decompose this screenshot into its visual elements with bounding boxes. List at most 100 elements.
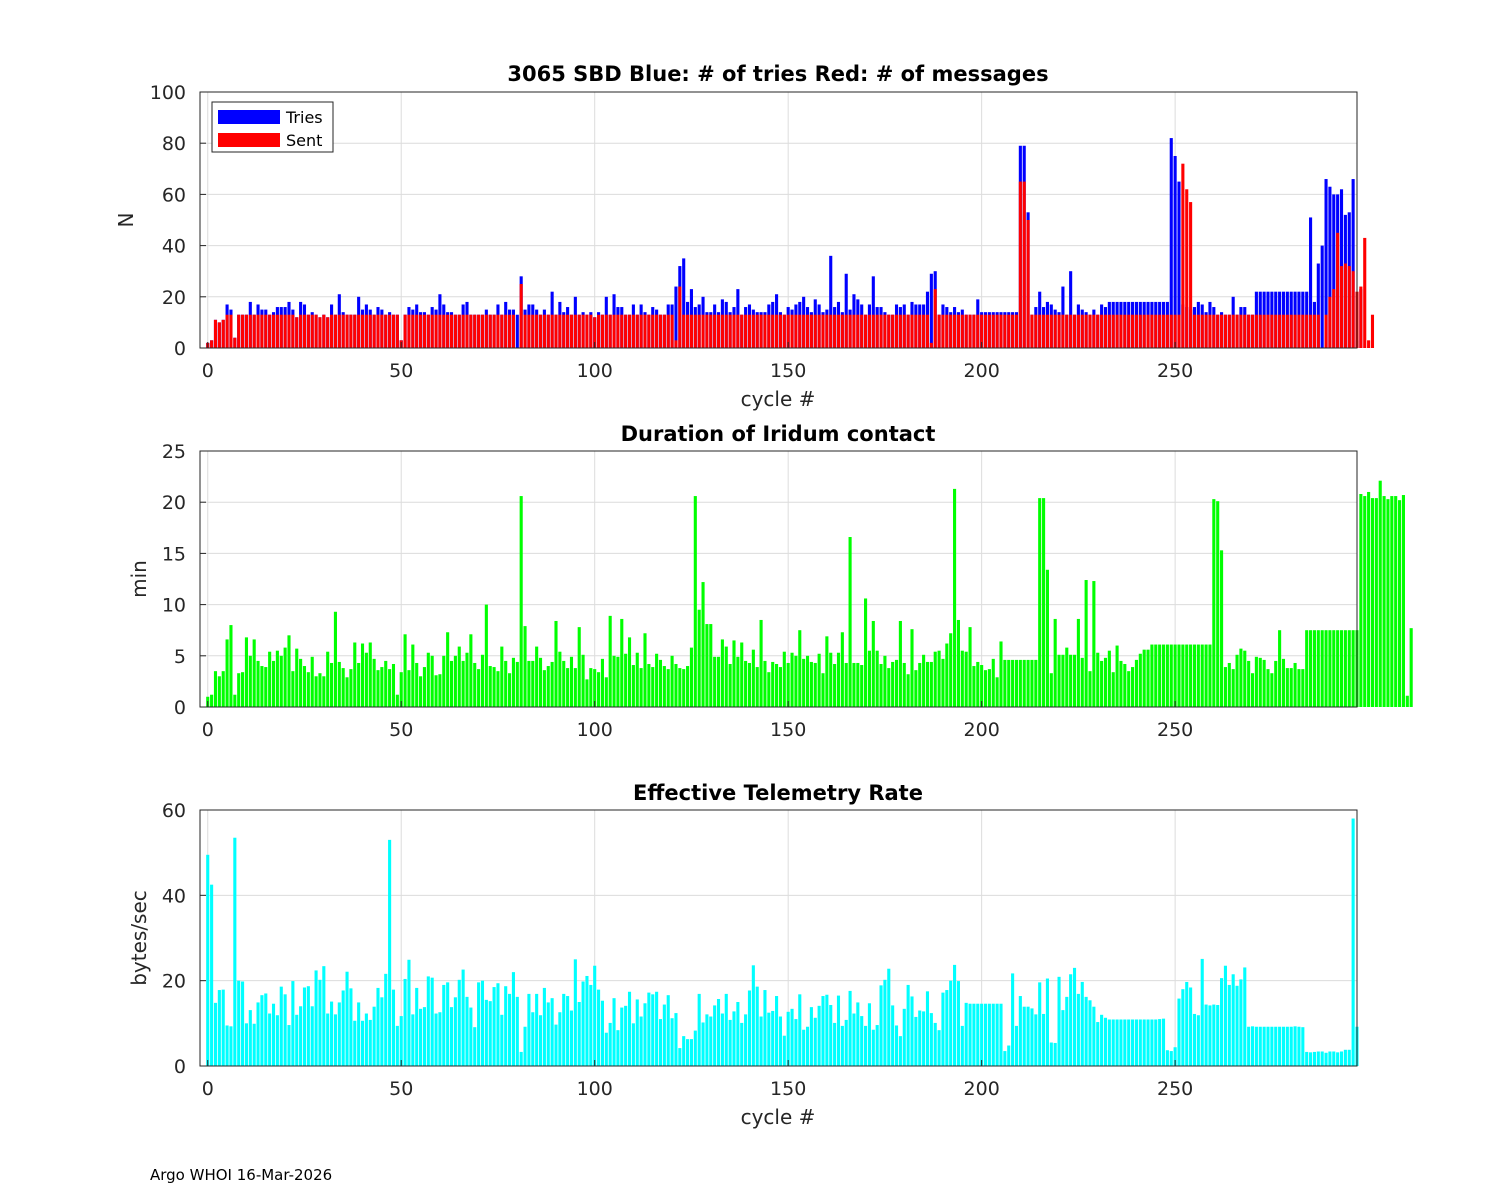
bar-rate <box>1227 984 1231 1066</box>
bar-rate <box>1231 974 1235 1066</box>
bar-rate <box>852 1013 856 1066</box>
bar-sent <box>983 314 988 348</box>
bar-duration <box>380 667 384 707</box>
bar-duration <box>221 671 225 707</box>
bar-sent <box>852 314 856 348</box>
bar-sent <box>902 314 906 348</box>
bar-duration <box>1111 672 1115 707</box>
bar-rate <box>1351 818 1355 1066</box>
bar-rate <box>1297 1026 1301 1066</box>
bar-sent <box>1080 314 1084 348</box>
bar-rate <box>976 1003 980 1066</box>
bar-sent <box>1189 202 1193 348</box>
bar-sent <box>295 317 299 348</box>
bar-sent <box>782 314 786 348</box>
tries-sent-panel: 0 50 100 150 200 250 0 20 40 60 80 100 3065 SBD Blu… <box>114 62 1375 411</box>
bar-duration <box>453 655 457 707</box>
axes-box <box>199 91 1358 349</box>
bar-duration <box>1131 667 1135 707</box>
bar-rate <box>1065 996 1069 1066</box>
bar-sent <box>786 314 790 348</box>
bar-rate <box>1072 967 1077 1066</box>
bar-rate <box>1014 1025 1019 1066</box>
bar-duration <box>894 659 899 707</box>
bar-duration <box>1297 669 1301 707</box>
bar-sent <box>1227 314 1231 348</box>
y-tick-label: 5 <box>174 646 186 668</box>
bar-sent <box>840 314 844 348</box>
bar-sent <box>573 314 577 348</box>
bar-tries <box>844 273 848 348</box>
bar-rate <box>415 987 419 1066</box>
bar-rate <box>1115 1019 1119 1066</box>
bar-rate <box>457 979 461 1066</box>
bar-rate <box>713 1005 717 1066</box>
bar-rate <box>1049 1042 1053 1066</box>
bar-sent <box>1212 314 1216 348</box>
bar-sent <box>720 314 724 348</box>
bar-rate <box>430 977 434 1066</box>
bar-sent <box>326 317 330 348</box>
bar-rate <box>496 983 500 1066</box>
bar-duration <box>922 654 926 707</box>
bar-rate <box>353 1020 357 1066</box>
bar-rate <box>697 993 701 1066</box>
bar-sent <box>778 314 782 348</box>
x-tick-label: 200 <box>964 719 1000 741</box>
bar-duration <box>1367 491 1371 707</box>
bar-rate <box>554 1024 558 1066</box>
bar-rate <box>558 1012 562 1066</box>
bar-rate <box>581 981 585 1066</box>
chart-title: 3065 SBD Blue: # of tries Red: # of mess… <box>507 62 1048 86</box>
bar-rate <box>724 993 728 1066</box>
bar-sent <box>1076 314 1080 348</box>
bar-rate <box>875 1025 879 1066</box>
bar-duration <box>1285 668 1289 707</box>
bar-duration <box>446 632 450 707</box>
bar-duration <box>763 660 767 707</box>
bar-sent <box>1092 314 1096 348</box>
bar-sent <box>953 314 957 348</box>
bar-rate <box>891 1005 895 1066</box>
bar-rate <box>1103 1017 1108 1066</box>
bar-duration <box>333 611 337 707</box>
bar-rate <box>736 1002 740 1066</box>
bar-duration <box>515 661 519 707</box>
bar-sent <box>442 314 446 348</box>
bar-duration <box>1270 673 1274 707</box>
bar-duration <box>709 624 713 707</box>
bar-rate <box>527 993 531 1066</box>
bar-sent <box>1011 314 1015 348</box>
bar-tries <box>871 276 875 348</box>
bar-rate <box>1305 1051 1309 1066</box>
bar-rate <box>883 979 887 1066</box>
bar-duration <box>987 669 991 707</box>
bar-sent <box>1301 314 1305 348</box>
bar-rate <box>709 1016 713 1066</box>
bar-duration <box>593 669 597 707</box>
bar-sent <box>1088 314 1092 348</box>
bar-rate <box>1154 1019 1158 1066</box>
bar-duration <box>1065 647 1069 707</box>
legend: Tries Sent <box>211 101 334 153</box>
bar-duration <box>268 651 272 707</box>
bar-rate <box>1080 981 1084 1066</box>
bar-sent <box>271 314 276 348</box>
bar-sent <box>360 314 365 348</box>
x-tick-label: 150 <box>770 719 806 741</box>
bar-rate <box>1239 979 1243 1066</box>
bar-sent <box>446 314 450 348</box>
bar-sent <box>314 314 318 348</box>
bar-rate <box>817 1005 821 1066</box>
bar-sent <box>291 314 295 348</box>
bar-rate <box>535 993 539 1066</box>
bar-sent <box>817 314 821 348</box>
bar-sent <box>1247 314 1251 348</box>
bar-duration <box>260 666 264 707</box>
bar-sent <box>674 340 678 348</box>
bar-rate <box>233 837 237 1066</box>
bar-sent <box>1196 314 1200 348</box>
bar-sent <box>531 314 535 348</box>
bar-rate <box>453 997 457 1066</box>
chart-title: Effective Telemetry Rate <box>633 781 923 805</box>
